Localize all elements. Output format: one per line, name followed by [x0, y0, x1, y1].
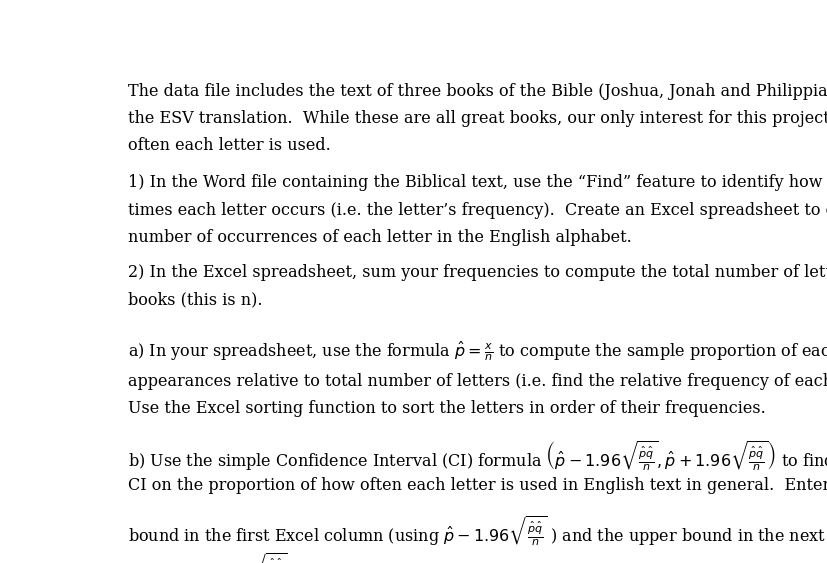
Text: The data file includes the text of three books of the Bible (Joshua, Jonah and P: The data file includes the text of three…: [127, 83, 827, 100]
Text: appearances relative to total number of letters (i.e. find the relative frequenc: appearances relative to total number of …: [127, 373, 827, 390]
Text: often each letter is used.: often each letter is used.: [127, 137, 330, 154]
Text: bound in the first Excel column (using $\hat{p} - 1.96\sqrt{\frac{\hat{p}\hat{q}: bound in the first Excel column (using $…: [127, 513, 827, 548]
Text: books (this is n).: books (this is n).: [127, 292, 262, 309]
Text: (using $\hat{p} + 1.96\sqrt{\frac{\hat{p}\hat{q}}{n}}$ ).: (using $\hat{p} + 1.96\sqrt{\frac{\hat{p…: [127, 551, 302, 563]
Text: Use the Excel sorting function to sort the letters in order of their frequencies: Use the Excel sorting function to sort t…: [127, 400, 765, 417]
Text: 1) In the Word file containing the Biblical text, use the “Find” feature to iden: 1) In the Word file containing the Bibli…: [127, 174, 827, 191]
Text: a) In your spreadsheet, use the formula $\hat{p} = \frac{x}{n}$ to compute the s: a) In your spreadsheet, use the formula …: [127, 339, 827, 363]
Text: CI on the proportion of how often each letter is used in English text in general: CI on the proportion of how often each l…: [127, 477, 827, 494]
Text: 2) In the Excel spreadsheet, sum your frequencies to compute the total number of: 2) In the Excel spreadsheet, sum your fr…: [127, 265, 827, 282]
Text: b) Use the simple Confidence Interval (CI) formula $\left( \hat{p} - 1.96\sqrt{\: b) Use the simple Confidence Interval (C…: [127, 439, 827, 473]
Text: times each letter occurs (i.e. the letter’s frequency).  Create an Excel spreads: times each letter occurs (i.e. the lette…: [127, 202, 827, 218]
Text: the ESV translation.  While these are all great books, our only interest for thi: the ESV translation. While these are all…: [127, 110, 827, 127]
Text: number of occurrences of each letter in the English alphabet.: number of occurrences of each letter in …: [127, 229, 631, 246]
